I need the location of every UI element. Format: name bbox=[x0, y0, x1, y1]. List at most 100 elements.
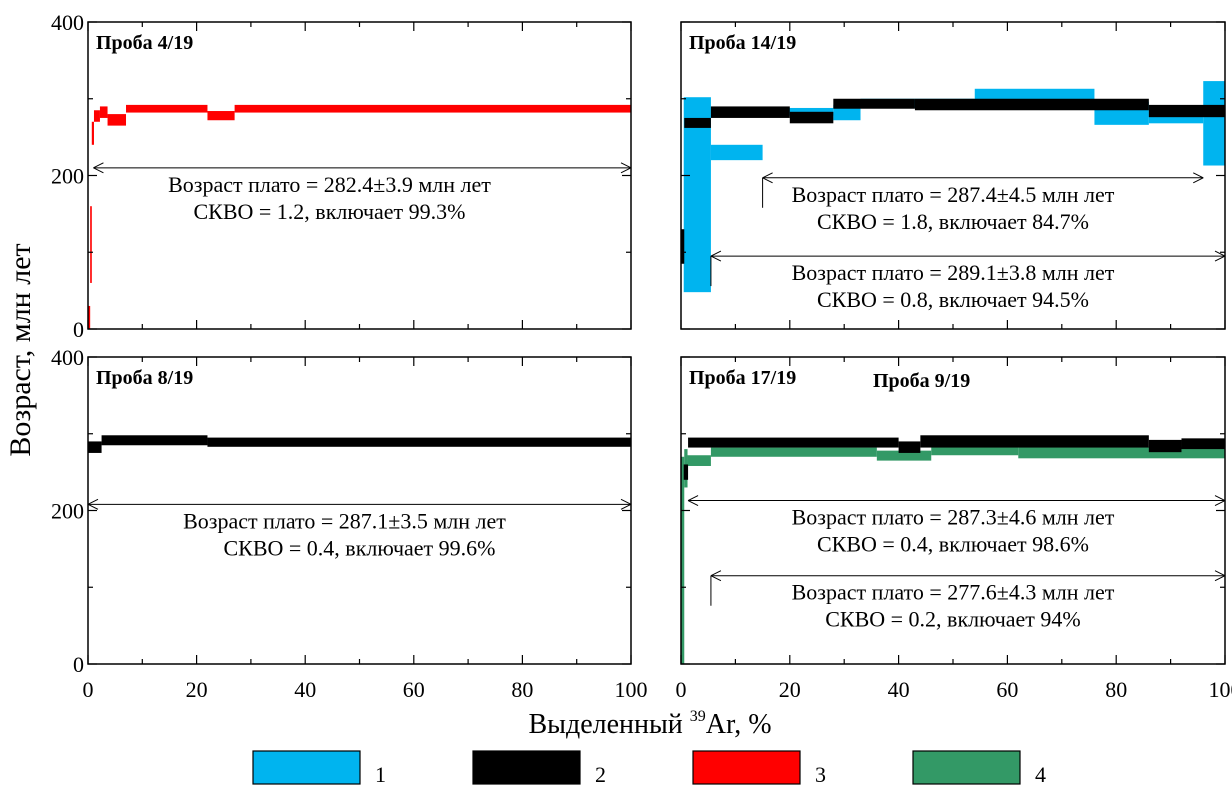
plateau-age-label: Возраст плато = 287.4±4.5 млн лет bbox=[792, 182, 1115, 207]
plateau-arrow-head-right bbox=[1214, 570, 1226, 582]
y-tick-label: 400 bbox=[51, 10, 84, 35]
legend-swatch bbox=[472, 750, 581, 785]
step-box bbox=[126, 104, 208, 113]
x-axis-title-prefix: Выделенный bbox=[528, 709, 689, 740]
y-tick-label: 0 bbox=[73, 317, 84, 342]
plateau-age-label: Возраст плато = 277.6±4.3 млн лет bbox=[792, 580, 1115, 605]
step-box bbox=[687, 455, 711, 466]
x-tick-label: 100 bbox=[1209, 677, 1232, 702]
step-box bbox=[876, 450, 932, 461]
x-axis-title: Выделенный 39Ar, % bbox=[528, 708, 771, 740]
step-box bbox=[99, 106, 108, 118]
panel-title-secondary: Проба 17/19 bbox=[689, 367, 796, 389]
plateau-arrow-head-left bbox=[87, 498, 99, 510]
plateau-arrow-head-left bbox=[687, 495, 699, 506]
panel-title: Проба 9/19 bbox=[873, 370, 970, 392]
step-box bbox=[710, 106, 790, 118]
plateau-mswd-label: СКВО = 0.8, включает 94.5% bbox=[817, 287, 1089, 312]
plateau-arrow-head-left bbox=[762, 172, 773, 184]
step-box bbox=[914, 98, 1149, 111]
plateau-age-label: Возраст плато = 282.4±3.9 млн лет bbox=[168, 172, 491, 197]
step-box bbox=[681, 456, 685, 664]
step-box bbox=[681, 229, 685, 264]
panel-title: Проба 8/19 bbox=[96, 367, 193, 389]
step-box bbox=[931, 446, 1019, 456]
step-box bbox=[207, 437, 631, 447]
x-tick-label: 0 bbox=[676, 677, 687, 702]
plateau-mswd-label: СКВО = 1.2, включает 99.3% bbox=[193, 199, 465, 224]
plateau-age-label: Возраст плато = 287.3±4.6 млн лет bbox=[792, 505, 1115, 530]
legend-swatch bbox=[692, 750, 801, 785]
plateau-age-label: Возраст плато = 289.1±3.8 млн лет bbox=[792, 260, 1115, 285]
plateau-arrow-head-right bbox=[1214, 495, 1226, 506]
y-tick-label: 400 bbox=[51, 345, 84, 370]
step-box bbox=[1203, 81, 1225, 166]
step-box bbox=[101, 435, 208, 446]
step-box bbox=[789, 111, 834, 124]
legend-label: 4 bbox=[1035, 762, 1046, 787]
x-tick-label: 40 bbox=[888, 677, 910, 702]
plateau-arrow-head-left bbox=[710, 250, 722, 262]
step-box bbox=[88, 305, 91, 329]
x-tick-label: 20 bbox=[779, 677, 801, 702]
plateau-arrow-head-left bbox=[710, 570, 722, 582]
x-tick-label: 60 bbox=[403, 677, 425, 702]
y-tick-label: 200 bbox=[51, 499, 84, 524]
x-tick-label: 60 bbox=[996, 677, 1018, 702]
step-box bbox=[1148, 439, 1182, 453]
panel-title: Проба 14/19 bbox=[689, 32, 796, 54]
step-box bbox=[683, 97, 711, 293]
x-tick-label: 40 bbox=[294, 677, 316, 702]
legend: 1 2 3 4 bbox=[252, 750, 1046, 787]
panel-title: Проба 4/19 bbox=[96, 32, 193, 54]
step-box bbox=[207, 111, 235, 121]
y-tick-label: 200 bbox=[51, 164, 84, 189]
plateau-arrow-head-left bbox=[93, 162, 104, 174]
x-tick-label: 20 bbox=[186, 677, 208, 702]
legend-swatch bbox=[252, 750, 361, 785]
step-box bbox=[88, 441, 102, 453]
step-box bbox=[684, 117, 711, 128]
plateau-mswd-label: СКВО = 1.8, включает 84.7% bbox=[817, 209, 1089, 234]
step-box bbox=[1018, 446, 1225, 459]
legend-swatch bbox=[912, 750, 1021, 785]
legend-label: 3 bbox=[815, 762, 826, 787]
x-tick-label: 80 bbox=[511, 677, 533, 702]
step-box bbox=[683, 464, 689, 480]
step-box bbox=[710, 144, 763, 161]
step-box bbox=[920, 435, 1149, 448]
plateau-arrow-head-right bbox=[1214, 250, 1226, 262]
step-box bbox=[1148, 104, 1225, 118]
plateau-arrow-head-right bbox=[620, 498, 632, 510]
step-box bbox=[833, 98, 915, 109]
x-tick-label: 0 bbox=[83, 677, 94, 702]
step-box bbox=[91, 121, 94, 145]
plateau-arrow-head-right bbox=[1193, 172, 1204, 184]
step-box bbox=[688, 437, 899, 448]
x-axis-title-suffix: Ar, % bbox=[706, 709, 772, 740]
x-axis-title-sup: 39 bbox=[690, 708, 706, 725]
y-tick-label: 0 bbox=[73, 652, 84, 677]
step-box bbox=[234, 104, 632, 113]
y-axis-title: Возраст, млн лет bbox=[4, 243, 37, 456]
x-tick-label: 80 bbox=[1105, 677, 1127, 702]
plateau-mswd-label: СКВО = 0.2, включает 94% bbox=[825, 607, 1081, 632]
step-box bbox=[107, 114, 127, 126]
step-box bbox=[1181, 438, 1225, 450]
x-tick-label: 100 bbox=[615, 677, 648, 702]
step-box bbox=[898, 441, 921, 453]
plateau-arrow-head-right bbox=[620, 162, 632, 174]
plateau-mswd-label: СКВО = 0.4, включает 98.6% bbox=[817, 532, 1089, 557]
legend-label: 2 bbox=[595, 762, 606, 787]
step-box bbox=[710, 447, 877, 457]
legend-label: 1 bbox=[375, 762, 386, 787]
plateau-age-label: Возраст плато = 287.1±3.5 млн лет bbox=[183, 508, 506, 533]
step-box bbox=[93, 110, 100, 122]
step-box bbox=[90, 206, 92, 283]
